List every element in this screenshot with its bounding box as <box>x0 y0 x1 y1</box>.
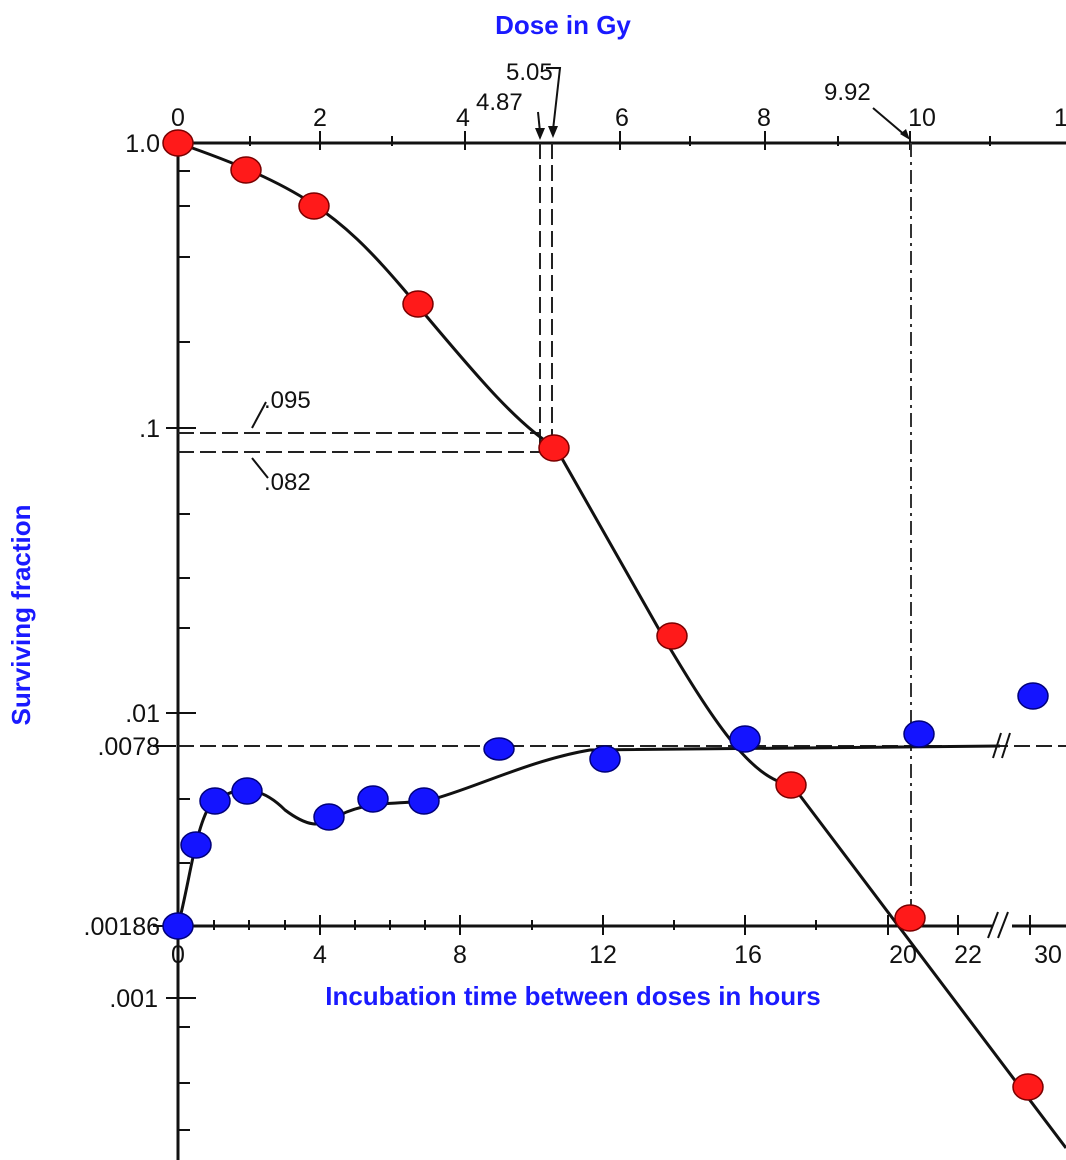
dose-survival-point <box>231 157 261 183</box>
bottom-tick-label: 8 <box>453 941 467 969</box>
recovery-point <box>314 804 344 830</box>
annotation-992: 9.92 <box>824 79 871 106</box>
recovery-point <box>358 786 388 812</box>
bottom-tick-label: 16 <box>734 941 762 969</box>
axis-break-mark-2 <box>998 912 1008 938</box>
y-tick-label: .001 <box>109 985 158 1013</box>
dose-survival-point <box>1013 1074 1043 1100</box>
bottom-tick-label: 0 <box>171 941 185 969</box>
recovery-point <box>730 726 760 752</box>
y-tick-label: 1.0 <box>125 130 160 158</box>
recovery-point <box>1018 683 1048 709</box>
annotation-992-leader <box>873 108 906 136</box>
recovery-point <box>409 788 439 814</box>
bottom-tick-label: 4 <box>313 941 327 969</box>
top-axis-ticks <box>178 131 990 150</box>
top-tick-label: 1 <box>1054 104 1066 132</box>
y-tick-label-0078: .0078 <box>97 733 160 761</box>
top-tick-label: 4 <box>456 104 470 132</box>
annotation-095: .095 <box>264 387 311 414</box>
top-tick-label: 8 <box>757 104 771 132</box>
y-tick-label: .1 <box>139 415 160 443</box>
recovery-point <box>590 746 620 772</box>
dose-survival-point <box>539 435 569 461</box>
top-axis-tick-labels: 0 2 4 6 8 10 1 <box>171 104 1066 132</box>
dose-survival-point <box>299 193 329 219</box>
bottom-axis-title: Incubation time between doses in hours <box>325 981 821 1011</box>
y-axis-ticks <box>166 143 196 1130</box>
dose-survival-point <box>776 772 806 798</box>
top-axis-title: Dose in Gy <box>495 10 631 40</box>
annotation-082-leader <box>252 458 268 478</box>
bottom-tick-label: 12 <box>589 941 617 969</box>
y-axis-tick-labels: 1.0 .1 .01 .001 .0078 .00186 <box>84 130 160 1013</box>
top-tick-label: 0 <box>171 104 185 132</box>
recovery-point <box>200 788 230 814</box>
dose-survival-point <box>657 623 687 649</box>
y-tick-label: .01 <box>125 700 160 728</box>
annotation-505: 5.05 <box>506 59 553 86</box>
annotation-505-arrowhead <box>548 126 558 138</box>
dose-survival-point <box>163 130 193 156</box>
dose-survival-point <box>403 291 433 317</box>
recovery-point <box>232 778 262 804</box>
y-axis-title: Surviving fraction <box>6 504 36 725</box>
y-tick-label-00186: .00186 <box>84 913 160 941</box>
recovery-point <box>181 832 211 858</box>
recovery-markers <box>163 683 1048 939</box>
annotation-487-arrowhead <box>535 128 545 140</box>
reference-lines <box>178 143 1066 926</box>
recovery-point <box>484 738 514 760</box>
annotation-487: 4.87 <box>476 89 523 116</box>
top-tick-label: 2 <box>313 104 327 132</box>
annotation-095-leader <box>252 402 266 428</box>
recovery-point <box>163 913 193 939</box>
bottom-tick-label: 22 <box>954 941 982 969</box>
annotation-082: .082 <box>264 469 311 496</box>
top-tick-label: 6 <box>615 104 629 132</box>
dose-survival-point <box>895 905 925 931</box>
top-tick-label: 10 <box>908 104 936 132</box>
bottom-tick-label: 30 <box>1034 941 1062 969</box>
recovery-point <box>904 721 934 747</box>
